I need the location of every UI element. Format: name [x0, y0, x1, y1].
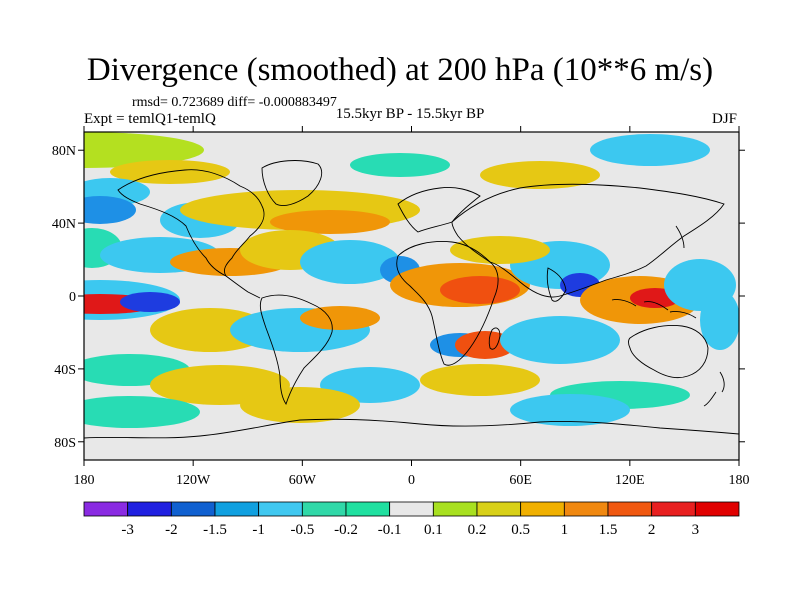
africa-coast [396, 241, 499, 366]
field-blob [120, 292, 180, 312]
europe-coast [397, 187, 481, 233]
indonesia-coast [611, 299, 697, 319]
field-blob [84, 132, 204, 168]
colorbar: -3 -2 -1.5 -1 -0.5 -0.2 -0.1 0.1 0.2 0.5 1 1.5 2 3 [83, 501, 740, 538]
field-blob [450, 236, 550, 264]
colorbar-label: 2 [648, 522, 656, 538]
colorbar-swatch [301, 501, 347, 517]
colorbar-swatch [258, 501, 303, 517]
colorbar-swatch [214, 501, 260, 517]
page-title: Divergence (smoothed) at 200 hPa (10**6 … [86, 52, 714, 88]
lon-tick-label: 120E [615, 473, 645, 488]
field-blob [270, 210, 390, 234]
experiment-label: Expt = temlQ1-temlQ [84, 111, 216, 127]
lon-tick-label: 120W [176, 473, 211, 488]
field-blob [300, 240, 400, 284]
colorbar-label: 1 [561, 522, 569, 538]
colorbar-swatch [83, 501, 129, 517]
colorbar-swatch [563, 501, 609, 517]
divergence-field [84, 132, 739, 460]
asia-coast [451, 183, 725, 298]
colorbar-label: -0.2 [334, 522, 358, 538]
north-america-coast [117, 169, 265, 278]
colorbar-label: -0.1 [378, 522, 402, 538]
field-blob [440, 276, 520, 304]
colorbar-label: 0.5 [511, 522, 530, 538]
field-blob [420, 364, 540, 396]
colorbar-swatch [694, 501, 740, 517]
lat-tick-label: 40S [54, 363, 76, 378]
colorbar-label: 1.5 [599, 522, 618, 538]
season-label: DJF [712, 111, 738, 127]
colorbar-swatch [520, 501, 565, 517]
colorbar-swatch [651, 501, 696, 517]
field-blob [84, 196, 136, 224]
antarctica-coast [84, 418, 739, 439]
coastlines [84, 160, 739, 439]
greenland-coast [261, 160, 322, 207]
lat-tick-label: 0 [69, 290, 76, 305]
lon-tick-label: 60W [289, 473, 317, 488]
colorbar-label: -1 [252, 522, 265, 538]
colorbar-label: -1.5 [203, 522, 227, 538]
colorbar-label: 3 [692, 522, 700, 538]
south-america-coast [259, 294, 333, 406]
lat-tick-label: 40N [52, 217, 76, 232]
stats-line: rmsd= 0.723689 diff= -0.000883497 [132, 95, 337, 110]
field-blob [300, 306, 380, 330]
lon-tick-label: 60E [509, 473, 532, 488]
field-blob [480, 161, 600, 189]
japan-coast [675, 225, 685, 249]
axis-ticks: 80N 40N 0 40S 80S 180 120W 60W 0 60E 120E 180 [52, 126, 750, 488]
lon-tick-label: 180 [729, 473, 750, 488]
colorbar-swatch [345, 501, 391, 517]
field-blob [500, 316, 620, 364]
colorbar-swatch [170, 501, 216, 517]
australia-coast [628, 325, 709, 379]
colorbar-swatch [389, 501, 434, 517]
field-blob [350, 153, 450, 177]
colorbar-swatch [607, 501, 653, 517]
colorbar-label: -3 [121, 522, 134, 538]
colorbar-label: 0.1 [424, 522, 443, 538]
colorbar-swatch [476, 501, 522, 517]
madagascar-coast [488, 327, 501, 350]
colorbar-swatch [127, 501, 172, 517]
field-blob [240, 387, 360, 423]
central-america-coast [225, 275, 261, 299]
field-blob [510, 394, 630, 426]
new-zealand-coast [703, 371, 725, 407]
colorbar-label: 0.2 [468, 522, 487, 538]
field-blob [590, 134, 710, 166]
field-blob [84, 396, 200, 428]
lat-tick-label: 80N [52, 144, 76, 159]
field-blob [700, 290, 739, 350]
lon-tick-label: 0 [408, 473, 415, 488]
colorbar-label: -0.5 [290, 522, 314, 538]
lat-tick-label: 80S [54, 436, 76, 451]
colorbar-swatch [432, 501, 478, 517]
colorbar-label: -2 [165, 522, 178, 538]
period-label: 15.5kyr BP - 15.5kyr BP [335, 106, 485, 122]
lon-tick-label: 180 [74, 473, 95, 488]
india-coast [546, 267, 567, 302]
